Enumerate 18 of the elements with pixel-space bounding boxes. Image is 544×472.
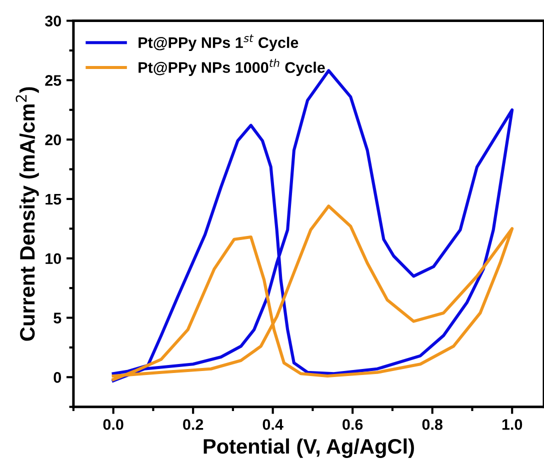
y-axis-title: Current Density (mA/cm$^{2}$) [16,87,39,341]
legend-label: Pt@PPy NPs 1$^{st}$ Cycle [138,34,298,52]
x-axis-title: Potential (V, Ag/AgCl) [204,438,414,458]
x-tick-label: 0.6 [342,419,363,430]
x-tick-label: 0.2 [183,419,204,430]
x-tick-label: 0.0 [103,419,124,430]
y-tick-label: 20 [45,134,62,146]
y-tick-label: 15 [46,194,62,205]
y-tick-label: 0 [54,372,62,383]
x-tick-label: 1.0 [502,419,522,430]
y-tick-label: 5 [54,312,62,324]
x-tick-label: 0.4 [262,419,284,430]
y-tick-label: 10 [46,253,62,264]
legend-label: Pt@PPy NPs 1000$^{th}$ Cycle [138,58,325,76]
line-series [112,204,514,382]
y-tick-label: 30 [44,16,62,26]
x-tick-label: 0.8 [422,419,442,430]
y-tick-label: 25 [45,75,62,86]
